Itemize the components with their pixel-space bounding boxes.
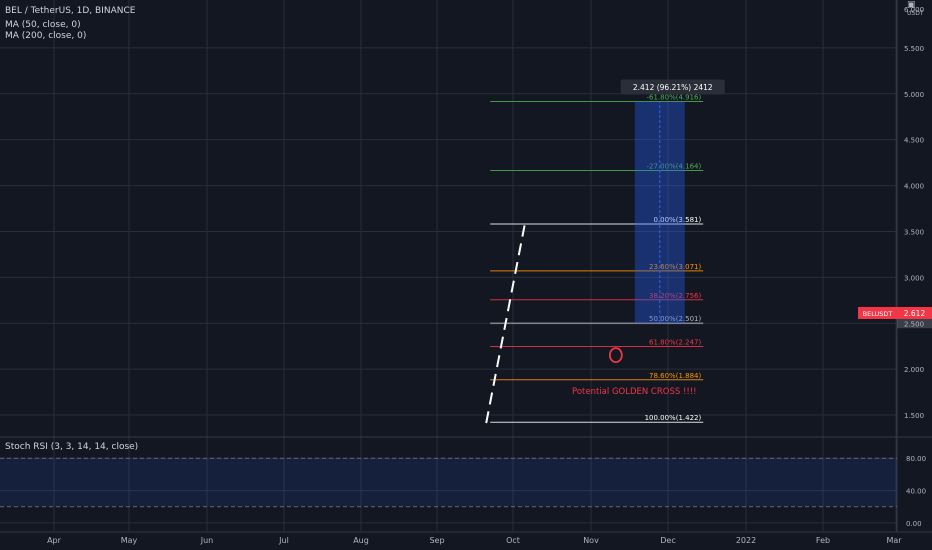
grid-lines bbox=[0, 0, 932, 533]
fib-level-label: 78.60%(1.884) bbox=[649, 372, 701, 380]
y-tick-label: 2.000 bbox=[904, 366, 924, 374]
x-tick-label: Jul bbox=[278, 536, 289, 545]
y-tick-label: 4.500 bbox=[904, 137, 924, 145]
y-tick-label: 2.500 bbox=[904, 320, 924, 328]
symbol-badge bbox=[858, 306, 897, 319]
x-tick-label: Apr bbox=[47, 536, 62, 545]
dashed-trendline bbox=[485, 225, 526, 424]
quote-currency-label: USDT bbox=[907, 10, 924, 17]
x-tick-label: Jun bbox=[200, 536, 214, 545]
fib-level-label: -27.00%(4.164) bbox=[647, 163, 702, 171]
y-tick-label: 4.000 bbox=[904, 183, 924, 191]
projection-box: 2.412 (96.21%) 2412 bbox=[620, 79, 725, 324]
projection-label: 2.412 (96.21%) 2412 bbox=[633, 83, 713, 92]
symbol-title: BEL / TetherUS, 1D, BINANCE bbox=[5, 6, 136, 16]
x-tick-label: Mar bbox=[886, 536, 902, 545]
fib-level-label: 0.00%(3.581) bbox=[653, 216, 701, 224]
stoch-rsi-legend: Stoch RSI (3, 3, 14, 14, close) bbox=[5, 442, 139, 452]
fib-level-label: 100.00%(1.422) bbox=[645, 414, 702, 422]
y-tick-label: 1.500 bbox=[904, 412, 924, 420]
y-tick-label: 3.000 bbox=[904, 274, 924, 282]
x-tick-label: Dec bbox=[660, 536, 675, 545]
y-tick-label: 5.000 bbox=[904, 91, 924, 99]
fib-level-label: 61.80%(2.247) bbox=[649, 338, 701, 346]
fib-level-label: 38.20%(2.756) bbox=[649, 292, 701, 300]
projection-label-box bbox=[620, 79, 725, 95]
x-tick-label: 2022 bbox=[736, 536, 756, 545]
x-tick-label: Aug bbox=[353, 536, 369, 545]
fib-level-label: -61.80%(4.916) bbox=[647, 93, 702, 101]
y-tick-label: 5.500 bbox=[904, 45, 924, 53]
x-tick-label: Nov bbox=[583, 536, 599, 545]
ma-200-legend: MA (200, close, 0) bbox=[5, 31, 87, 41]
axes: 1.500 2.000 2.500 3.000 3.500 4.000 4.500 5.000… bbox=[47, 45, 932, 545]
stoch-band bbox=[0, 458, 897, 507]
fib-mid-band bbox=[490, 323, 704, 325]
stoch-rsi-pane bbox=[0, 458, 897, 508]
x-tick-label: Feb bbox=[816, 536, 830, 545]
fib-price-badge bbox=[897, 318, 932, 329]
fibonacci-levels: -61.80%(4.916) -27.00%(4.164) 0.00%(3.581)… bbox=[490, 93, 704, 423]
ma-50-legend: MA (50, close, 0) bbox=[5, 20, 81, 30]
osc-tick-label: 80.00 bbox=[906, 455, 926, 463]
x-tick-label: May bbox=[121, 536, 138, 545]
osc-tick-label: 0.00 bbox=[906, 520, 922, 528]
cross-circle-marker bbox=[608, 347, 623, 364]
osc-tick-label: 40.00 bbox=[906, 488, 926, 496]
x-tick-label: Oct bbox=[506, 536, 520, 545]
symbol-badge-label: BELUSDT bbox=[863, 310, 893, 318]
x-tick-label: Sep bbox=[429, 536, 444, 545]
fib-level-label: 23.60%(3.071) bbox=[649, 263, 701, 271]
trendline: Potential GOLDEN CROSS !!!! bbox=[485, 225, 697, 424]
price-badge bbox=[897, 306, 932, 319]
golden-cross-annotation: Potential GOLDEN CROSS !!!! bbox=[572, 387, 697, 397]
y-tick-label: 3.500 bbox=[904, 228, 924, 236]
currency-icon[interactable]: ▣ USDT bbox=[907, 1, 929, 18]
y-axis-top-label: 6.000 bbox=[904, 6, 924, 14]
price-badge-label: 2.612 bbox=[904, 309, 926, 318]
fib-level-label: 50.00%(2.501) bbox=[649, 315, 701, 323]
